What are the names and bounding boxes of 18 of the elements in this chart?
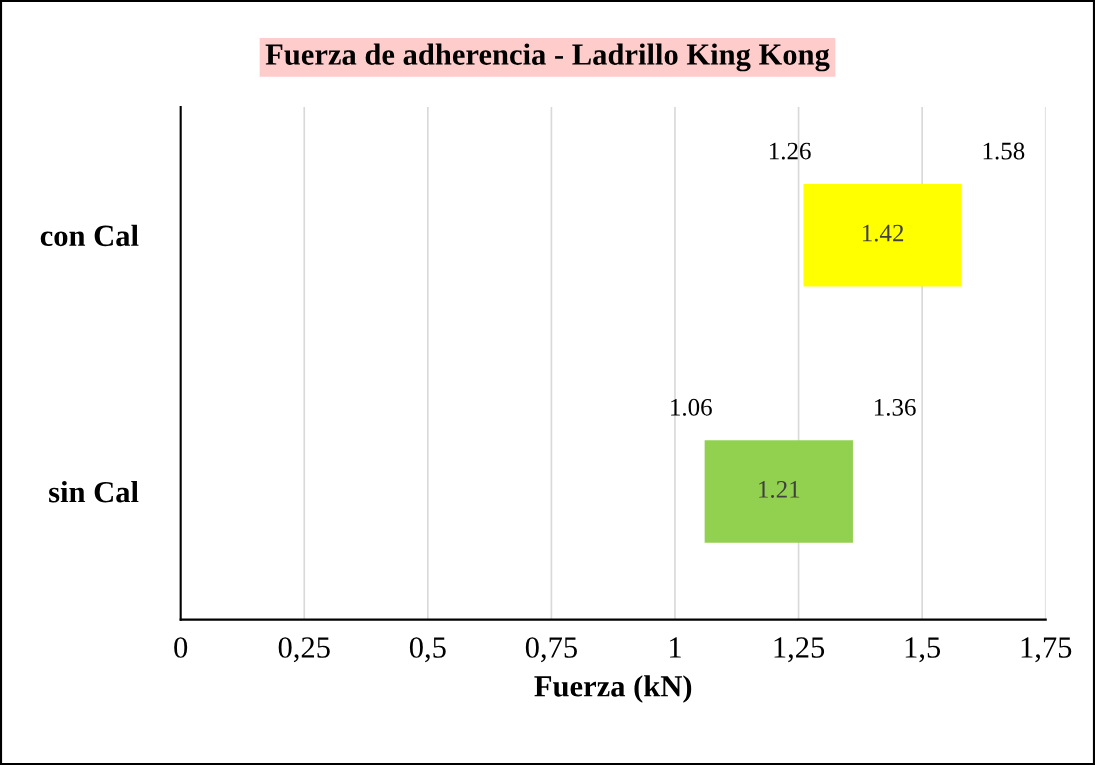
x-tick-label: 0,25 [278,637,330,663]
x-tick-label: 1 [670,637,681,658]
annotation: 1.06 [671,398,712,416]
x-tick-label: 0,5 [409,637,446,663]
x-tick-label: 0,75 [525,637,577,663]
y-tick-label: con Cal [40,224,139,247]
x-tick-label: 1,5 [905,637,941,663]
annotation: 1.21 [759,480,800,498]
chart-title: Fuerza de adherencia - Ladrillo King Kong [265,43,830,72]
annotation: 1.58 [983,142,1025,160]
x-tick-label: 1,25 [774,637,825,663]
x-axis-title: Fuerza (kN) [534,675,692,703]
y-tick-label: sin Cal [49,480,139,503]
x-tick-label: 1,75 [1021,637,1072,663]
annotation: 1.36 [874,398,916,416]
annotation: 1.42 [862,224,904,242]
x-tick-label: 0 [174,637,188,658]
annotation: 1.26 [769,142,811,160]
